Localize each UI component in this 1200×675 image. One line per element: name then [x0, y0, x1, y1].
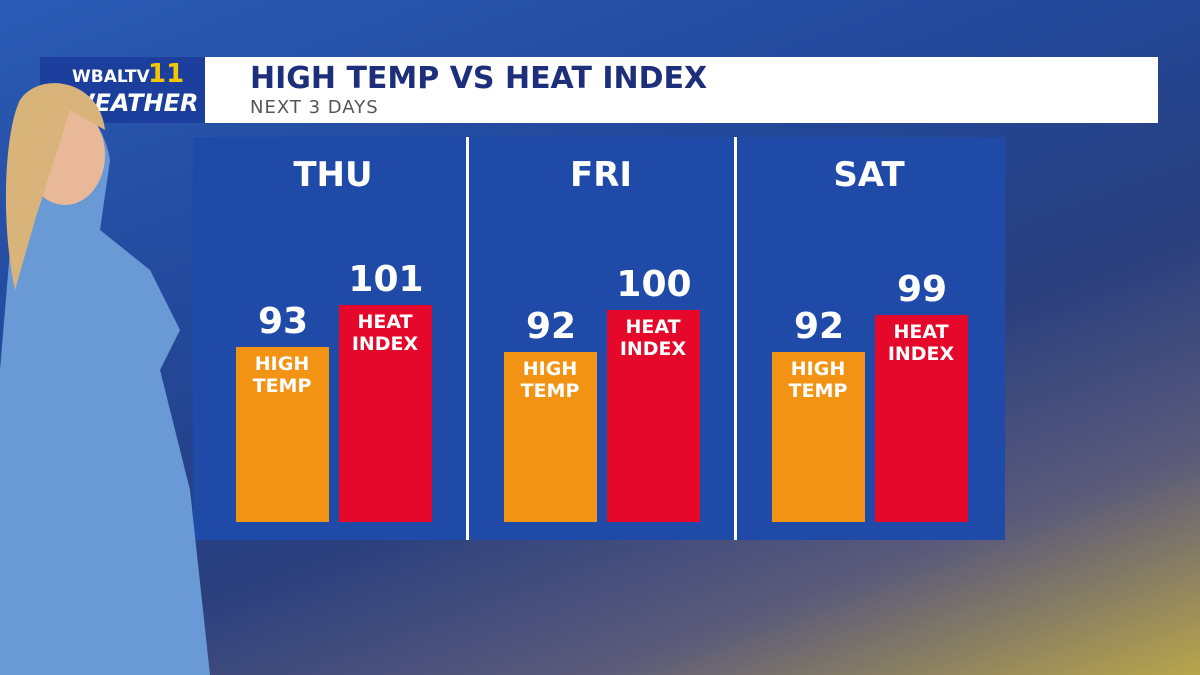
value-label: 93 [257, 300, 309, 342]
chart-subtitle: NEXT 3 DAYS [250, 97, 379, 118]
bar [875, 315, 968, 522]
x-tick-label: SAT [833, 155, 905, 195]
chart-panel: THU 93 HIGH TEMP 101 HEAT INDEX FRI 92 HIGH TEM… [193, 137, 1005, 540]
series-label: HEAT INDEX [887, 321, 955, 366]
bar [236, 346, 329, 522]
x-tick-label: THU [293, 155, 373, 195]
value-label: 101 [348, 259, 424, 300]
bar [607, 310, 700, 522]
value-label: 99 [896, 269, 948, 311]
series-label: HEAT INDEX [351, 311, 419, 355]
series-label: HEAT INDEX [619, 316, 687, 361]
series-label: HIGH TEMP [252, 352, 312, 397]
series-label: HIGH TEMP [788, 358, 848, 403]
presenter [0, 83, 210, 675]
bar [772, 352, 865, 522]
channel: 11 [148, 59, 185, 89]
x-tick-label: FRI [569, 155, 633, 195]
value-label: 92 [793, 306, 845, 348]
series-label: HIGH TEMP [520, 358, 580, 403]
chart-title: HIGH TEMP VS HEAT INDEX [250, 61, 708, 96]
column-divider [466, 137, 469, 540]
presenter-hair [5, 83, 106, 290]
station: WBALTV [72, 67, 150, 87]
presenter-body [0, 100, 210, 675]
bar [339, 305, 432, 522]
value-label: 100 [616, 264, 692, 306]
value-label: 92 [525, 306, 577, 348]
bar [504, 352, 597, 522]
column-divider [734, 137, 737, 540]
header: HIGH TEMP VS HEAT INDEX NEXT 3 DAYS [205, 57, 1158, 123]
